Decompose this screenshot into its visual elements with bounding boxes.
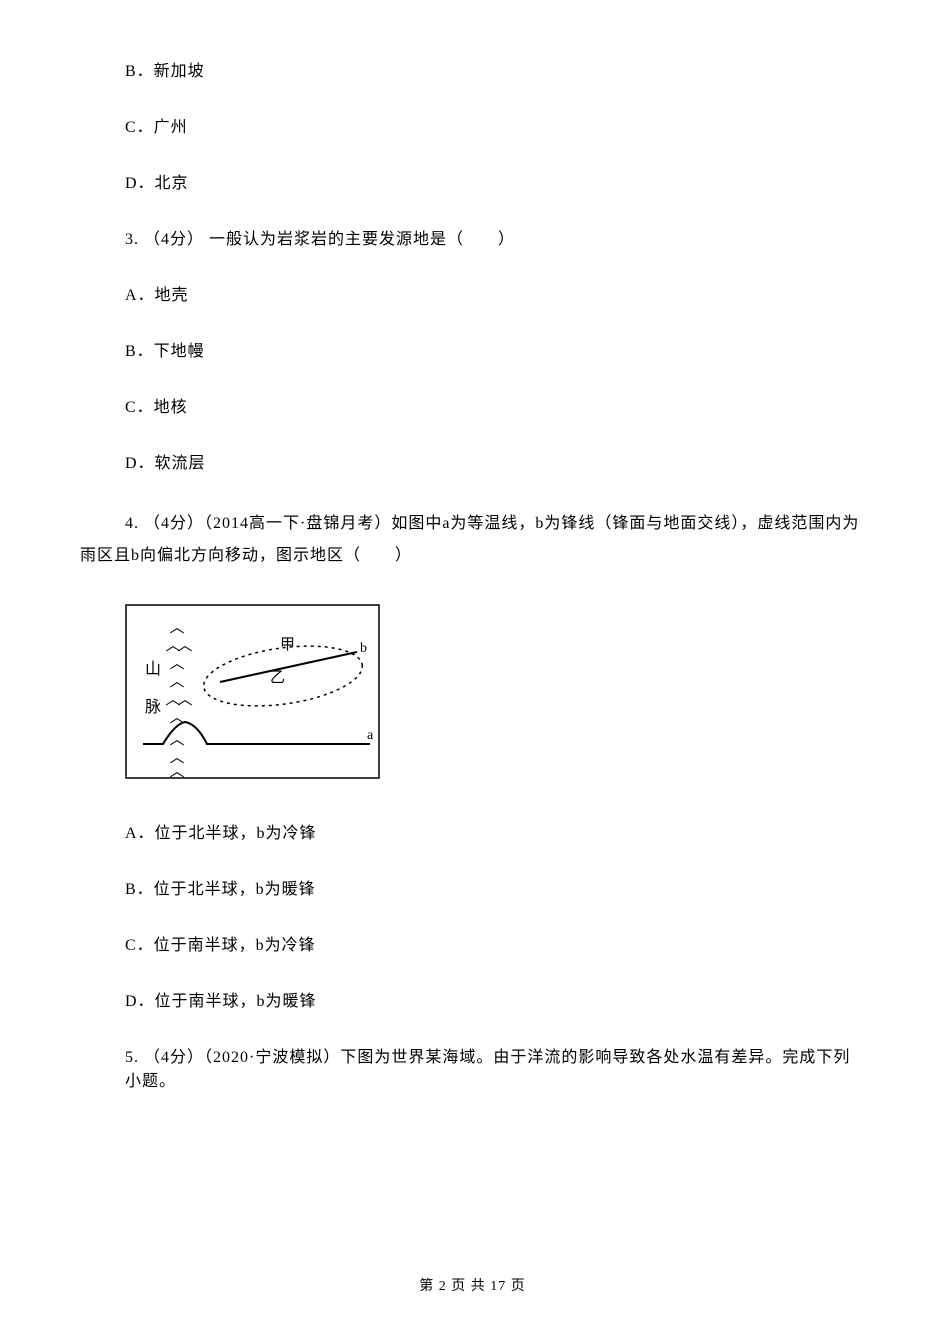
label-a: a <box>367 728 374 743</box>
q3-option-c: C．地核 <box>125 396 865 420</box>
front-line-b <box>220 652 357 682</box>
q2-option-d: D．北京 <box>125 172 865 196</box>
q4-option-a: A．位于北半球，b为冷锋 <box>125 822 865 846</box>
page-footer: 第 2 页 共 17 页 <box>0 1276 945 1297</box>
mountain-symbol: ︿ <box>169 764 184 779</box>
q2-option-c: C．广州 <box>125 116 865 140</box>
label-jia: 甲 <box>280 637 295 653</box>
q4-diagram: ︿ ︿ ︿ ︿ ︿ ︿ ︿ ︿ ︿ ︿ ︿ 山 脉 a b 甲 乙 <box>125 604 865 787</box>
mountain-symbol: ︿ <box>169 674 184 690</box>
mountain-symbol: ︿ <box>169 732 184 748</box>
q3-option-d: D．软流层 <box>125 452 865 476</box>
mountain-symbol: ︿ <box>177 638 192 654</box>
label-b: b <box>360 641 367 656</box>
q4-diagram-svg: ︿ ︿ ︿ ︿ ︿ ︿ ︿ ︿ ︿ ︿ ︿ 山 脉 a b 甲 乙 <box>125 604 380 779</box>
diagram-border <box>126 605 379 778</box>
q5-stem: 5. （4分）（2020·宁波模拟）下图为世界某海域。由于洋流的影响导致各处水温… <box>125 1046 865 1094</box>
q3-option-a: A．地壳 <box>125 284 865 308</box>
q3-stem: 3. （4分） 一般认为岩浆岩的主要发源地是（ ） <box>125 228 865 252</box>
q4-stem: 4. （4分）（2014高一下·盘锦月考）如图中a为等温线，b为锋线（锋面与地面… <box>80 508 865 572</box>
mountain-symbol: ︿ <box>169 656 184 672</box>
q4-option-c: C．位于南半球，b为冷锋 <box>125 934 865 958</box>
label-mai: 脉 <box>145 698 161 716</box>
label-shan: 山 <box>145 660 161 678</box>
mountain-symbol: ︿ <box>169 620 184 636</box>
q2-option-b: B．新加坡 <box>125 60 865 84</box>
q3-option-b: B．下地幔 <box>125 340 865 364</box>
label-yi: 乙 <box>270 670 285 686</box>
q4-option-d: D．位于南半球，b为暖锋 <box>125 990 865 1014</box>
mountain-symbol: ︿ <box>177 692 192 708</box>
q4-option-b: B．位于北半球，b为暖锋 <box>125 878 865 902</box>
